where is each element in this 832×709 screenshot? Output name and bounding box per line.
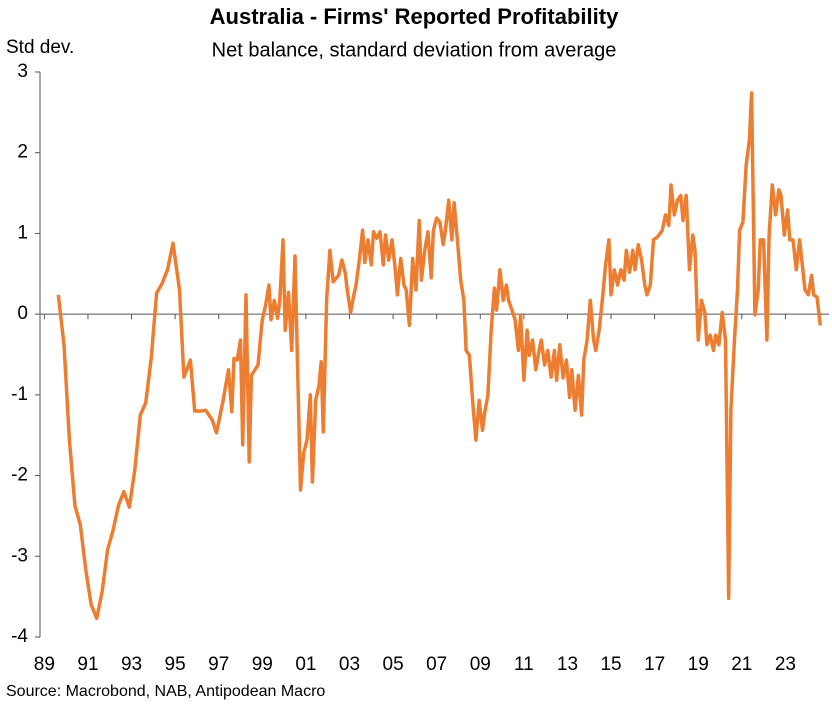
x-tick-label: 09: [470, 654, 491, 675]
y-tick-label: -2: [11, 465, 28, 486]
x-tick-label: 11: [514, 654, 534, 675]
x-tick-label: 21: [731, 654, 752, 675]
y-tick-label: 2: [17, 142, 28, 163]
x-tick-label: 95: [165, 654, 186, 675]
x-tick-label: 15: [600, 654, 621, 675]
y-axis-label: Std dev.: [6, 37, 74, 58]
x-tick-label: 19: [688, 654, 709, 675]
x-tick-label: 05: [383, 654, 404, 675]
x-tick-label: 03: [339, 654, 360, 675]
source-note: Source: Macrobond, NAB, Antipodean Macro: [6, 683, 325, 700]
x-tick-label: 13: [557, 654, 578, 675]
x-tick-label: 99: [252, 654, 273, 675]
x-tick-label: 97: [208, 654, 229, 675]
chart-subtitle: Net balance, standard deviation from ave…: [212, 39, 617, 61]
chart-title: Australia - Firms' Reported Profitabilit…: [210, 4, 619, 29]
x-tick-label: 93: [121, 654, 142, 675]
x-tick-label: 01: [295, 654, 316, 675]
y-tick-label: 3: [17, 61, 28, 82]
y-tick-label: 0: [17, 303, 28, 324]
x-tick-label: 17: [644, 654, 665, 675]
data-line: [56, 91, 823, 621]
x-tick-label: 89: [34, 654, 55, 675]
y-tick-label: 1: [17, 222, 28, 243]
y-tick-label: -1: [11, 384, 28, 405]
y-tick-label: -3: [11, 545, 28, 566]
x-tick-label: 23: [775, 654, 796, 675]
x-tick-label: 07: [426, 654, 447, 675]
x-tick-label: 91: [77, 654, 98, 675]
y-tick-label: -4: [11, 626, 28, 647]
